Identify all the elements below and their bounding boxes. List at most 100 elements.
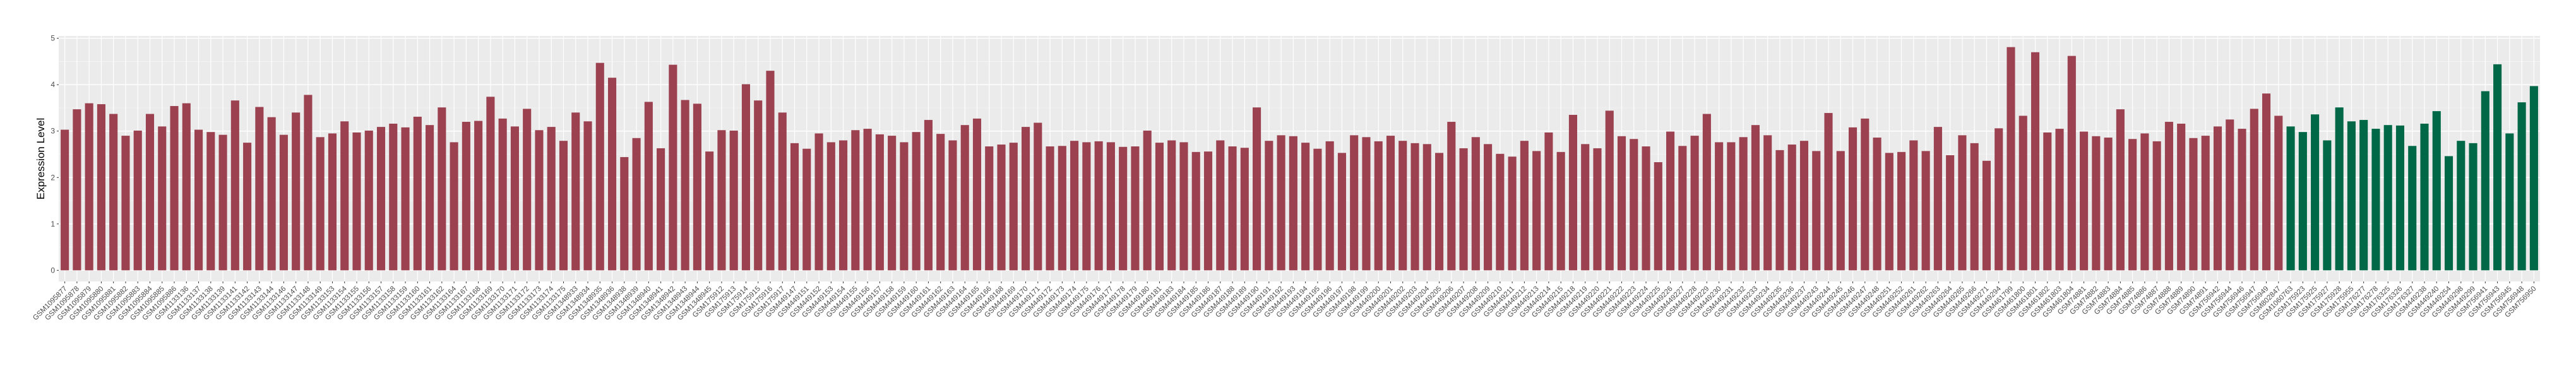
bar: [851, 130, 860, 271]
bar: [1398, 141, 1407, 271]
bar: [717, 130, 726, 271]
bar: [1654, 162, 1662, 271]
bar: [2140, 133, 2149, 271]
bar: [2347, 121, 2356, 271]
bar: [255, 107, 264, 271]
bar: [607, 78, 617, 271]
y-tick-label: 2: [51, 173, 55, 182]
bar: [1593, 148, 1602, 271]
bar: [875, 134, 884, 271]
bar: [438, 107, 446, 271]
bar: [1046, 146, 1054, 271]
bar: [1277, 135, 1285, 271]
bar: [2043, 132, 2052, 271]
bar: [158, 126, 167, 271]
bar: [2226, 119, 2234, 271]
bar: [2080, 131, 2089, 271]
bar: [1958, 135, 1967, 271]
bar: [1982, 160, 1991, 271]
bar: [1873, 138, 1881, 271]
bar: [1727, 142, 1736, 271]
bar: [924, 120, 933, 271]
bar: [2177, 123, 2186, 271]
y-tick-label: 0: [51, 266, 55, 274]
bar: [2408, 146, 2417, 271]
bar: [1848, 127, 1857, 271]
bar: [1666, 131, 1675, 271]
bar: [510, 126, 519, 271]
bar: [2505, 133, 2514, 271]
bar: [1301, 143, 1310, 271]
bar: [352, 132, 361, 271]
bar: [1422, 144, 1431, 271]
bar: [1763, 135, 1772, 271]
bar: [1034, 122, 1042, 271]
bar: [1690, 136, 1699, 271]
bar: [2067, 56, 2076, 271]
bar: [657, 148, 665, 271]
bar: [1921, 151, 1930, 271]
bar: [826, 142, 835, 271]
bar: [814, 133, 823, 271]
bar: [2395, 125, 2405, 271]
bar: [1070, 141, 1079, 271]
bar: [669, 64, 677, 271]
bar: [1459, 148, 1468, 271]
bar: [61, 129, 69, 271]
bar: [1496, 153, 1505, 271]
bar: [571, 112, 580, 271]
bar: [888, 136, 897, 271]
bar: [1812, 151, 1821, 271]
bar: [1909, 140, 1918, 271]
bar: [2104, 138, 2113, 271]
bar: [1970, 143, 1979, 271]
y-tick-label: 3: [51, 127, 55, 136]
bar: [413, 116, 422, 271]
bar: [1678, 146, 1687, 271]
bar: [2116, 109, 2125, 271]
bar: [863, 129, 872, 271]
bar: [1191, 151, 1200, 271]
bar: [583, 121, 592, 271]
bar: [2323, 140, 2332, 271]
bar: [450, 142, 458, 271]
bar: [535, 130, 544, 271]
bar: [559, 141, 568, 271]
bar: [1861, 118, 1869, 271]
bar: [1787, 145, 1796, 271]
bar: [1568, 115, 1578, 271]
bar: [474, 121, 483, 271]
bar: [620, 156, 629, 271]
bar: [644, 102, 653, 271]
bar: [1094, 141, 1103, 271]
bar: [1410, 143, 1419, 271]
bar: [182, 103, 191, 271]
bar: [85, 103, 93, 271]
bar: [230, 100, 239, 271]
bar: [1216, 140, 1225, 271]
bar: [1179, 142, 1188, 271]
bar: [802, 148, 811, 271]
bar: [462, 122, 470, 271]
bar: [2493, 64, 2502, 271]
bar: [1775, 150, 1784, 271]
bar: [1362, 137, 1371, 271]
bar: [997, 145, 1006, 271]
bar: [1289, 136, 1297, 271]
bar: [2420, 123, 2429, 271]
bar: [2311, 114, 2320, 271]
bar: [1544, 132, 1553, 271]
bar: [145, 114, 155, 271]
bar: [1240, 148, 1249, 271]
bar: [2383, 125, 2392, 271]
bar: [2444, 156, 2454, 271]
bar: [2007, 47, 2015, 271]
bar: [1253, 107, 1261, 271]
y-axis: 0 1 2 3 4 5: [51, 34, 59, 274]
bar: [2250, 109, 2258, 271]
bar: [1799, 141, 1809, 271]
bar: [523, 109, 532, 271]
bar: [2517, 102, 2526, 271]
bar: [693, 103, 701, 271]
